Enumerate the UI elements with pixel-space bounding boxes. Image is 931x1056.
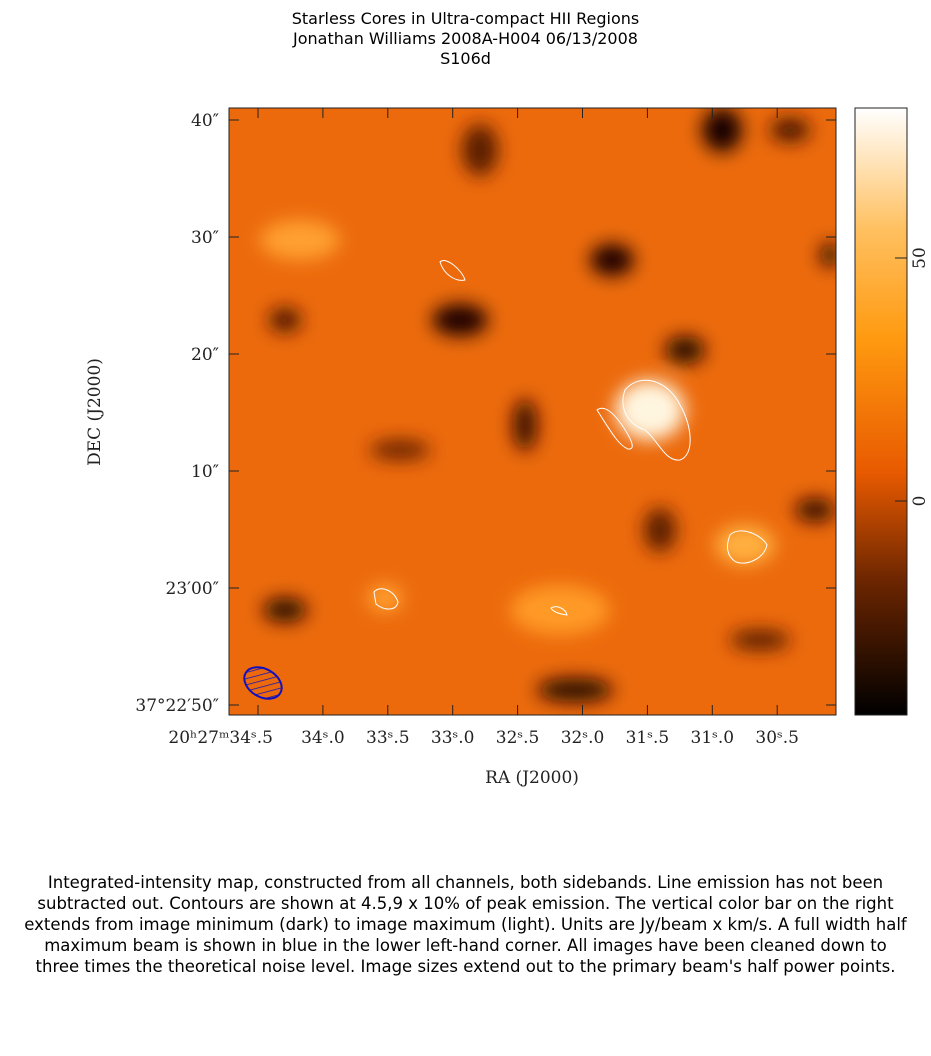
contours: [373, 260, 768, 616]
x-tick-label: 33ˢ.5: [366, 728, 410, 748]
y-tick-label: 40″: [191, 111, 219, 131]
chart: DEC (J2000) RA (J2000) 40″ 30″ 20″ 10″ 23′00…: [85, 107, 930, 788]
colorbar-tick-label: 0: [910, 496, 930, 507]
title-line: S106d: [440, 49, 491, 68]
title: Starless Cores in Ultra-compact HII Regi…: [0, 9, 931, 69]
x-tick-label: 32ˢ.5: [496, 728, 540, 748]
y-tick-label: 30″: [191, 228, 219, 248]
beam: [243, 666, 283, 700]
x-tick-label: 20ʰ27ᵐ34ˢ.5: [168, 728, 273, 748]
x-axis-label: RA (J2000): [485, 768, 579, 788]
title-line: Starless Cores in Ultra-compact HII Regi…: [291, 9, 640, 28]
y-tick-label: 20″: [191, 345, 219, 365]
y-tick-label: 23′00″: [166, 579, 219, 599]
caption: Integrated-intensity map, constructed fr…: [24, 873, 907, 976]
x-tick-label: 31ˢ.0: [691, 728, 735, 748]
title-line: Jonathan Williams 2008A-H004 06/13/2008: [293, 29, 638, 48]
x-tick-label: 31ˢ.5: [626, 728, 670, 748]
intensity-map: [229, 108, 836, 715]
x-tick-label: 30ˢ.5: [755, 728, 799, 748]
x-tick-label: 34ˢ.0: [301, 728, 345, 748]
y-axis-label: DEC (J2000): [85, 358, 105, 466]
colorbar-tick-label: 50: [910, 247, 930, 269]
y-tick-label: 37°22′50″: [135, 696, 219, 716]
colorbar: [854, 107, 908, 716]
x-tick-label: 32ˢ.0: [561, 728, 605, 748]
y-tick-label: 10″: [191, 462, 219, 482]
x-tick-label: 33ˢ.0: [431, 728, 475, 748]
plot-frame: [228, 107, 837, 716]
